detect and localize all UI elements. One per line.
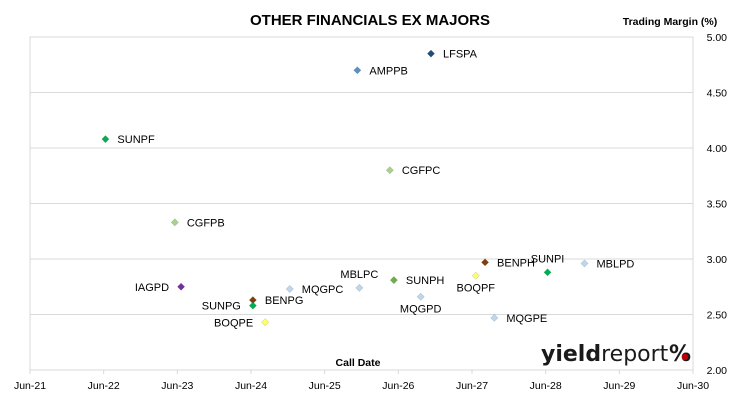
y-axis-title: Trading Margin (%) (623, 16, 718, 28)
chart-title: OTHER FINANCIALS EX MAJORS (250, 12, 490, 29)
x-tick-label: Jun-28 (530, 380, 562, 392)
y-axis-ticks: 2.00 2.50 3.00 3.50 4.00 4.50 5.00 (707, 32, 728, 377)
x-axis-ticks: Jun-21 Jun-22 Jun-23 Jun-24 Jun-25 Jun-26 Jun-… (14, 370, 709, 392)
point-label: CGFPB (187, 217, 225, 229)
x-tick-label: Jun-27 (456, 380, 488, 392)
data-point-sunpg: SUNPG (202, 301, 257, 313)
data-point-boqpe: BOQPE (214, 317, 270, 329)
point-label: SUNPF (117, 134, 155, 146)
y-tick-label: 2.00 (707, 365, 728, 377)
data-point-iagpd: IAGPD (135, 282, 186, 294)
point-label: BENPH (497, 257, 535, 269)
point-label: LFSPA (443, 49, 478, 61)
data-point-lfspa: LFSPA (427, 49, 478, 61)
y-tick-label: 4.50 (707, 88, 728, 100)
marker-diamond (285, 285, 294, 293)
data-point-sunpf: SUNPF (101, 134, 155, 146)
y-tick-label: 3.50 (707, 199, 728, 211)
data-point-mqgpc: MQGPC (285, 284, 344, 296)
marker-diamond (101, 135, 110, 144)
y-tick-label: 5.00 (707, 32, 728, 44)
marker-diamond (490, 313, 499, 322)
data-point-benpg: BENPG (248, 295, 304, 307)
marker-diamond (355, 283, 364, 292)
marker-diamond (580, 259, 589, 268)
data-point-sunpi: SUNPI (531, 253, 565, 277)
marker-diamond (471, 271, 480, 280)
point-label: SUNPG (202, 301, 241, 313)
x-tick-label: Jun-29 (603, 380, 635, 392)
logo-report-text: report (601, 342, 669, 367)
data-point-amppb: AMPPB (353, 65, 408, 77)
marker-diamond (177, 282, 186, 291)
data-point-mqgpd: MQGPD (400, 292, 442, 316)
svg-text:yieldreport: yieldreport (541, 342, 669, 367)
logo-percent-symbol: % (669, 342, 691, 367)
plot-area-border (29, 36, 694, 371)
data-points: LFSPA AMPPB SUNPF CGFPC CGFPB MBLPD BENPHSUNPI… (101, 49, 634, 329)
marker-diamond (261, 318, 270, 327)
point-label: MQGPC (302, 284, 344, 296)
marker-diamond (416, 292, 425, 301)
y-tick-label: 2.50 (707, 310, 728, 322)
point-label: BENPG (265, 295, 304, 307)
data-point-mblpd: MBLPD (580, 258, 634, 270)
x-tick-label: Jun-30 (677, 380, 709, 392)
x-tick-label: Jun-23 (161, 380, 193, 392)
x-tick-label: Jun-21 (14, 380, 46, 392)
gridlines (30, 92, 693, 315)
logo-yield-text: yield (541, 342, 601, 367)
point-label: BOQPF (457, 283, 496, 295)
point-label: CGFPC (402, 165, 441, 177)
marker-diamond (170, 218, 179, 227)
x-tick-label: Jun-25 (309, 380, 341, 392)
marker-diamond (248, 301, 257, 310)
y-tick-label: 4.00 (707, 143, 728, 155)
point-label: MQGPD (400, 304, 442, 316)
x-tick-label: Jun-22 (88, 380, 120, 392)
point-label: MBLPC (340, 269, 378, 281)
point-label: IAGPD (135, 282, 169, 294)
point-label: BOQPE (214, 317, 253, 329)
point-label: MBLPD (596, 258, 634, 270)
point-label: MQGPE (506, 313, 547, 325)
data-point-cgfpc: CGFPC (385, 165, 441, 177)
data-point-benph: BENPH (481, 257, 535, 269)
point-label: AMPPB (369, 65, 408, 77)
marker-diamond (481, 258, 489, 267)
marker-diamond (353, 66, 362, 75)
data-point-mblpc: MBLPC (340, 269, 378, 292)
logo-percent-dot (681, 353, 689, 361)
x-tick-label: Jun-24 (235, 380, 267, 392)
data-point-cgfpb: CGFPB (170, 217, 225, 229)
marker-diamond (427, 49, 435, 58)
data-point-mqgpe: MQGPE (490, 313, 547, 325)
data-point-sunph: SUNPH (389, 275, 445, 287)
marker-diamond (543, 268, 552, 277)
marker-diamond (389, 276, 398, 285)
y-tick-label: 3.00 (707, 254, 728, 266)
x-tick-label: Jun-26 (382, 380, 414, 392)
point-label: SUNPI (531, 253, 565, 265)
data-point-boqpf: BOQPF (457, 271, 496, 295)
marker-diamond (385, 166, 394, 175)
point-label: SUNPH (406, 275, 445, 287)
yieldreport-logo: yieldreport % (541, 342, 691, 367)
x-axis-title: Call Date (336, 357, 381, 369)
